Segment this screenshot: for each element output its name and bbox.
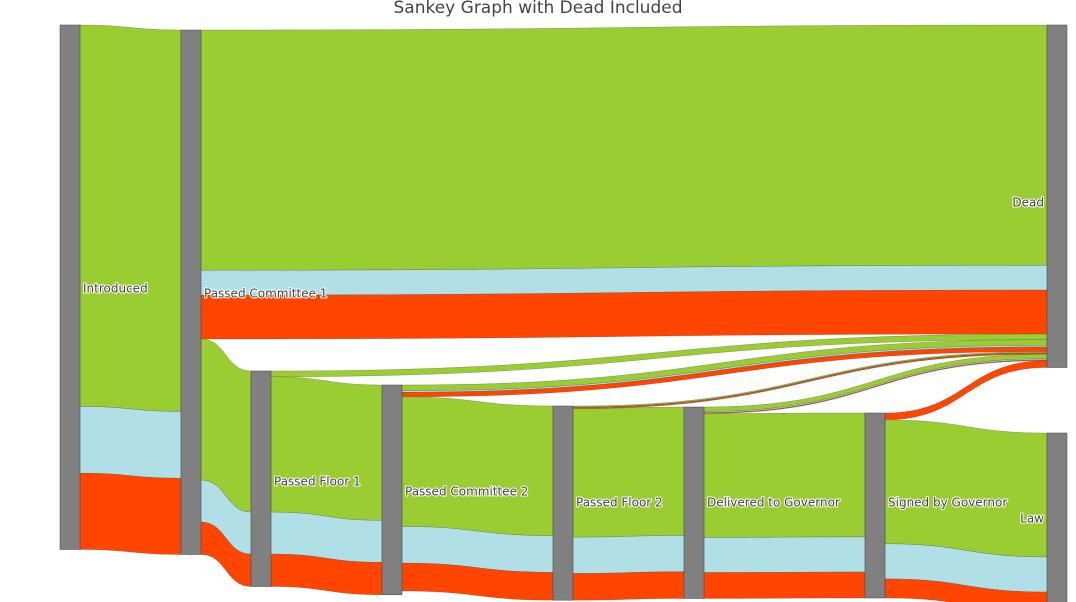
- node-pf1[interactable]: [250, 370, 272, 587]
- node-dg[interactable]: [683, 406, 705, 599]
- nodes-layer: [59, 24, 1068, 602]
- link-sg-to-law-dem[interactable]: [884, 419, 1048, 558]
- link-pc1-to-dead-dem[interactable]: [200, 24, 1048, 271]
- link-pf2-to-dg-dem[interactable]: [572, 406, 685, 538]
- links-layer: [79, 24, 1048, 602]
- link-pc2-to-pf2-dem[interactable]: [401, 396, 554, 536]
- node-dead[interactable]: [1046, 24, 1068, 368]
- link-dg-to-sg-rep[interactable]: [703, 571, 866, 599]
- node-label-dead: Dead: [1012, 196, 1044, 210]
- link-pc1-to-dead-rep[interactable]: [200, 289, 1048, 340]
- node-label-introduced: Introduced: [83, 282, 148, 296]
- node-law[interactable]: [1046, 432, 1068, 602]
- link-introduced-to-pc1-ind[interactable]: [79, 406, 182, 479]
- node-pf2[interactable]: [552, 405, 574, 601]
- link-dg-to-sg-ind[interactable]: [703, 536, 866, 573]
- node-label-law: Law: [1020, 512, 1044, 526]
- node-label-pc1: Passed Committee 1: [204, 287, 327, 301]
- link-sg-to-dead-rep[interactable]: [884, 360, 1048, 421]
- link-pf2-to-dg-ind[interactable]: [572, 535, 685, 574]
- link-pf2-to-dg-rep[interactable]: [572, 571, 685, 601]
- node-label-pf1: Passed Floor 1: [274, 475, 361, 489]
- node-introduced[interactable]: [59, 24, 81, 550]
- labels-layer: Introduced Passed Committee 1 Passed Floor…: [82, 195, 1045, 527]
- link-sg-to-law-rep[interactable]: [884, 578, 1048, 602]
- link-dg-to-sg-dem[interactable]: [703, 412, 866, 538]
- node-label-pc2: Passed Committee 2: [405, 485, 528, 499]
- node-pc1[interactable]: [180, 29, 202, 555]
- node-pc2[interactable]: [381, 384, 403, 596]
- link-introduced-to-pc1-dem[interactable]: [79, 24, 182, 412]
- node-sg[interactable]: [864, 412, 886, 599]
- chart-title: Sankey Graph with Dead Included: [394, 0, 683, 18]
- node-label-dg: Delivered to Governor: [707, 496, 840, 510]
- node-label-sg: Signed by Governor: [888, 496, 1007, 510]
- link-introduced-to-pc1-rep[interactable]: [79, 472, 182, 555]
- node-label-pf2: Passed Floor 2: [576, 496, 663, 510]
- link-pf1-to-pc2-dem[interactable]: [270, 376, 383, 521]
